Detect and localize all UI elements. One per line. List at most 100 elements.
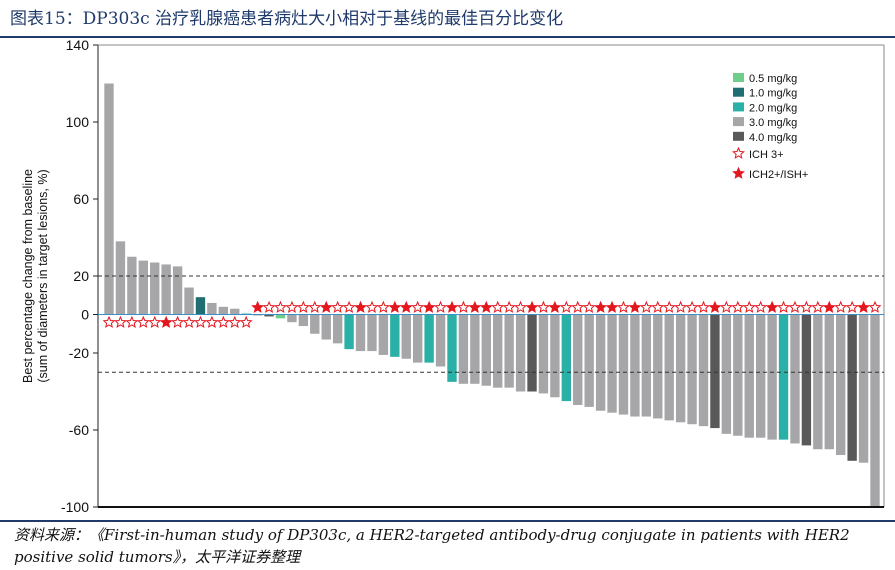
star-filled-marker [548,300,562,313]
bar [630,314,640,417]
bar [390,314,400,357]
y-tick-label: -20 [69,345,89,361]
star-filled-marker [159,315,173,328]
star-filled-marker [388,300,402,313]
bar [573,314,583,405]
bar [515,314,526,392]
bar [504,314,514,388]
bar [218,306,229,315]
star-open-marker [216,315,230,328]
bar [115,241,126,315]
star-filled-marker [605,300,619,313]
bar [447,314,457,382]
legend-star-open [732,146,745,159]
bar [675,314,686,423]
star-filled-marker [479,300,493,313]
bar [298,314,309,327]
star-open-marker [262,300,276,313]
star-open-marker [639,300,653,313]
source-note: 资料来源：《First-in-human study of DP303c, a … [14,526,850,566]
bar [653,314,663,419]
bar [401,314,411,359]
star-open-marker [777,300,791,313]
bar [687,314,697,425]
bar [527,314,537,392]
star-open-marker [296,300,310,313]
star-open-marker [651,300,665,313]
bar [721,314,732,434]
bar [321,314,331,340]
bar [310,314,320,334]
bar [378,314,389,355]
star-open-marker [376,300,390,313]
star-filled-marker [399,300,413,313]
star-filled-marker [525,300,539,313]
legend-swatch [733,87,744,97]
star-open-marker [616,300,630,313]
y-tick-label: -60 [69,422,89,438]
star-open-marker [834,300,848,313]
y-tick-label: -100 [61,499,89,515]
star-filled-marker [594,300,608,313]
title-rule [0,36,895,38]
star-open-marker [754,300,768,313]
bar [207,302,217,315]
star-open-marker [136,315,150,328]
star-filled-marker [251,300,265,313]
bar [790,314,800,444]
bar [538,314,549,394]
star-open-marker [365,300,379,313]
star-open-marker [113,315,127,328]
star-open-marker [536,300,550,313]
bar [836,314,846,456]
star-open-marker [799,300,813,313]
legend-star-filled [732,166,745,179]
bar [493,314,503,388]
star-open-marker [171,315,185,328]
y-tick-label: 20 [73,268,89,284]
star-open-marker [193,315,207,328]
star-open-marker [662,300,676,313]
bar [264,314,274,317]
y-tick-label: 140 [66,37,90,53]
star-open-marker [514,300,528,313]
bar [607,314,617,413]
star-open-marker [205,315,219,328]
star-open-marker [148,315,162,328]
bar [801,314,812,446]
bar [755,314,766,438]
y-axis-label: (sum of diameters in target lesions, %) [36,169,50,382]
star-open-marker [411,300,425,313]
star-open-marker [868,300,882,313]
bar [641,314,652,417]
bar [858,314,869,463]
bar [767,314,777,440]
bar [138,260,148,315]
bar [698,314,709,427]
bar [870,314,880,507]
chart-title: 图表15：DP303c 治疗乳腺癌患者病灶大小相对于基线的最佳百分比变化 [10,9,564,29]
star-open-marker [434,300,448,313]
bar [104,83,114,315]
bar [710,314,720,429]
star-open-marker [182,315,196,328]
star-filled-marker [708,300,722,313]
bar [458,314,469,384]
source-rule [0,520,895,522]
star-open-marker [102,315,116,328]
star-open-marker [571,300,585,313]
bar [150,262,160,315]
star-open-marker [228,315,242,328]
star-filled-marker [628,300,642,313]
bar [332,314,343,344]
bar [470,314,480,384]
legend-swatch [733,73,744,82]
star-open-marker [285,300,299,313]
bar [744,314,754,438]
star-open-marker [845,300,859,313]
star-open-marker [239,315,253,328]
bar [161,264,171,315]
bar [355,314,366,352]
bar [275,314,286,319]
star-open-marker [342,300,356,313]
